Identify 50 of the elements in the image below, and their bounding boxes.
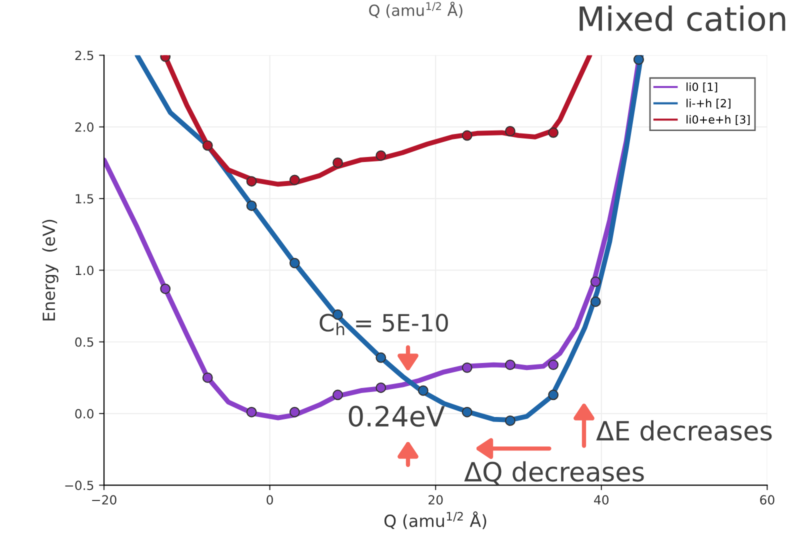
point: [289, 258, 300, 268]
legend-label: li-+h [2]: [686, 98, 730, 109]
point: [246, 406, 257, 418]
y-tick-label: 0.0: [75, 409, 94, 418]
point: [246, 200, 257, 211]
y-tick-label: 2.5: [75, 50, 94, 60]
point: [504, 415, 516, 426]
x-tick-label: 40: [594, 495, 609, 505]
point: [462, 406, 472, 418]
point: [548, 360, 559, 370]
chart-title: Mixed cation: [580, 5, 786, 32]
point: [202, 140, 213, 151]
x-axis-title: Q (amu$^{1/2}$ Å): [384, 511, 486, 530]
point: [289, 174, 300, 186]
point: [418, 385, 428, 396]
y-tick-label: 0.5: [75, 337, 94, 347]
point: [462, 362, 472, 373]
point: [504, 126, 516, 136]
point: [376, 382, 386, 393]
x-tick-label: 0: [266, 495, 273, 505]
point: [332, 390, 343, 400]
point: [590, 296, 601, 307]
point: [376, 150, 386, 161]
point: [590, 276, 601, 287]
annotation: ΔE decreases: [596, 420, 772, 441]
annotation: C$_{h}$ = 5E-10: [320, 314, 448, 336]
y-tick-label: −0.5: [65, 480, 94, 490]
point: [548, 390, 559, 400]
point: [289, 406, 300, 418]
x-tick-label: 20: [428, 495, 443, 505]
legend-label: li0 [1]: [686, 82, 718, 92]
point: [548, 127, 559, 138]
x-tick-label: −20: [92, 495, 116, 505]
y-tick-label: 2.0: [75, 122, 94, 132]
x-tick-label: 60: [760, 495, 774, 505]
y-tick-label: 1.5: [76, 194, 94, 204]
annotation: 0.24eV: [348, 406, 445, 427]
point: [246, 176, 257, 187]
y-axis-title: Energy (eV): [42, 220, 58, 320]
text: Q (amu$^{1/2}$ Å): [369, 2, 462, 18]
point: [376, 352, 386, 363]
point: [332, 309, 343, 320]
y-tick-label: 1.0: [76, 266, 94, 276]
point: [202, 372, 213, 383]
point: [160, 284, 171, 294]
legend-label: li0+e+h [3]: [686, 115, 750, 125]
point: [462, 130, 472, 141]
point: [504, 360, 516, 370]
annotation: ΔQ decreases: [464, 461, 644, 485]
point: [332, 158, 343, 168]
